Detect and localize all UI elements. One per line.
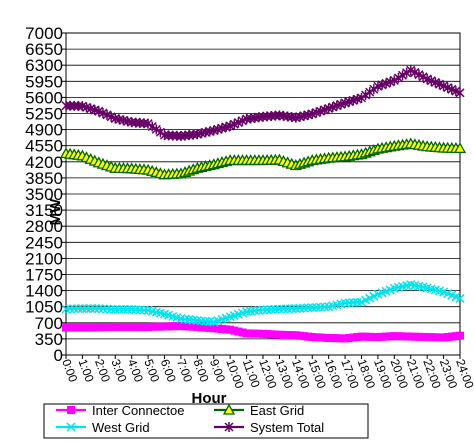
y-tick-label: 5250	[25, 105, 63, 124]
y-tick-label: 5600	[25, 88, 63, 107]
y-tick-label: 4200	[25, 153, 63, 172]
y-tick-label: 700	[35, 314, 63, 333]
legend-swatch-marker	[224, 422, 234, 432]
y-tick-label: 1050	[25, 298, 63, 317]
data-point	[90, 304, 100, 314]
legend-swatch-marker	[67, 406, 75, 414]
legend-label: Inter Connectoe	[92, 403, 185, 418]
legend-label: East Grid	[250, 403, 304, 418]
data-point	[118, 304, 128, 314]
data-point	[365, 87, 375, 98]
series-system-total	[61, 65, 465, 142]
data-point	[147, 121, 157, 132]
data-point	[456, 331, 464, 340]
series-west-grid	[61, 280, 465, 327]
y-tick-label: 1400	[25, 282, 63, 301]
y-tick-label: 6650	[25, 40, 63, 59]
series-layer	[59, 65, 467, 343]
grid-layer	[62, 32, 461, 359]
legend-box	[43, 403, 369, 439]
series-east-grid	[59, 137, 467, 180]
data-point	[61, 304, 71, 314]
legend-swatch-marker	[66, 422, 76, 432]
data-point	[455, 87, 465, 98]
data-point	[155, 127, 165, 138]
data-point	[455, 293, 465, 303]
data-point	[114, 304, 124, 314]
data-point	[453, 142, 467, 154]
y-tick-label: 0	[54, 346, 63, 365]
y-axis-title: MW	[47, 198, 64, 225]
y-tick-label: 350	[35, 330, 63, 349]
data-point	[283, 304, 293, 314]
legend-label: West Grid	[92, 420, 150, 435]
data-point	[65, 304, 75, 314]
data-point	[361, 89, 371, 100]
series-inter-connectoe	[62, 322, 464, 343]
y-tick-label: 7000	[25, 24, 63, 43]
y-tick-labels: 0350700105014001750210024502800315035003…	[25, 24, 63, 365]
data-point	[398, 70, 408, 81]
data-point	[86, 304, 96, 314]
data-point	[123, 304, 133, 314]
y-tick-label: 1750	[25, 266, 63, 285]
data-point	[81, 304, 92, 314]
data-point	[143, 118, 153, 129]
y-tick-label: 3500	[25, 185, 63, 204]
data-point	[402, 67, 412, 78]
y-tick-label: 4900	[25, 121, 63, 140]
y-tick-label: 4550	[25, 137, 63, 156]
y-tick-label: 6300	[25, 56, 63, 75]
data-point	[77, 304, 87, 314]
y-tick-label: 3850	[25, 169, 63, 188]
legend-item: System Total	[214, 420, 324, 435]
data-point	[69, 304, 79, 314]
data-point	[287, 304, 297, 314]
data-point	[151, 124, 161, 135]
data-point	[393, 72, 403, 83]
y-tick-label: 5950	[25, 72, 63, 91]
legend: Inter Connectoe East Grid West Grid System …	[43, 403, 369, 439]
data-point	[356, 92, 367, 103]
x-axis-title: Hour	[192, 390, 227, 407]
legend-swatch-marker	[222, 403, 236, 415]
y-tick-label: 2800	[25, 217, 63, 236]
legend-item: West Grid	[56, 420, 150, 435]
data-point	[110, 304, 120, 314]
data-point	[278, 304, 289, 314]
y-tick-label: 2450	[25, 233, 63, 252]
legend-item: Inter Connectoe	[56, 403, 185, 418]
y-tick-label: 3150	[25, 201, 63, 220]
y-tick-label: 2100	[25, 249, 63, 268]
data-point	[73, 304, 83, 314]
data-point	[369, 84, 379, 95]
data-point	[389, 75, 399, 86]
legend-item: East Grid	[214, 403, 304, 418]
legend-label: System Total	[250, 420, 324, 435]
data-point	[274, 304, 284, 314]
